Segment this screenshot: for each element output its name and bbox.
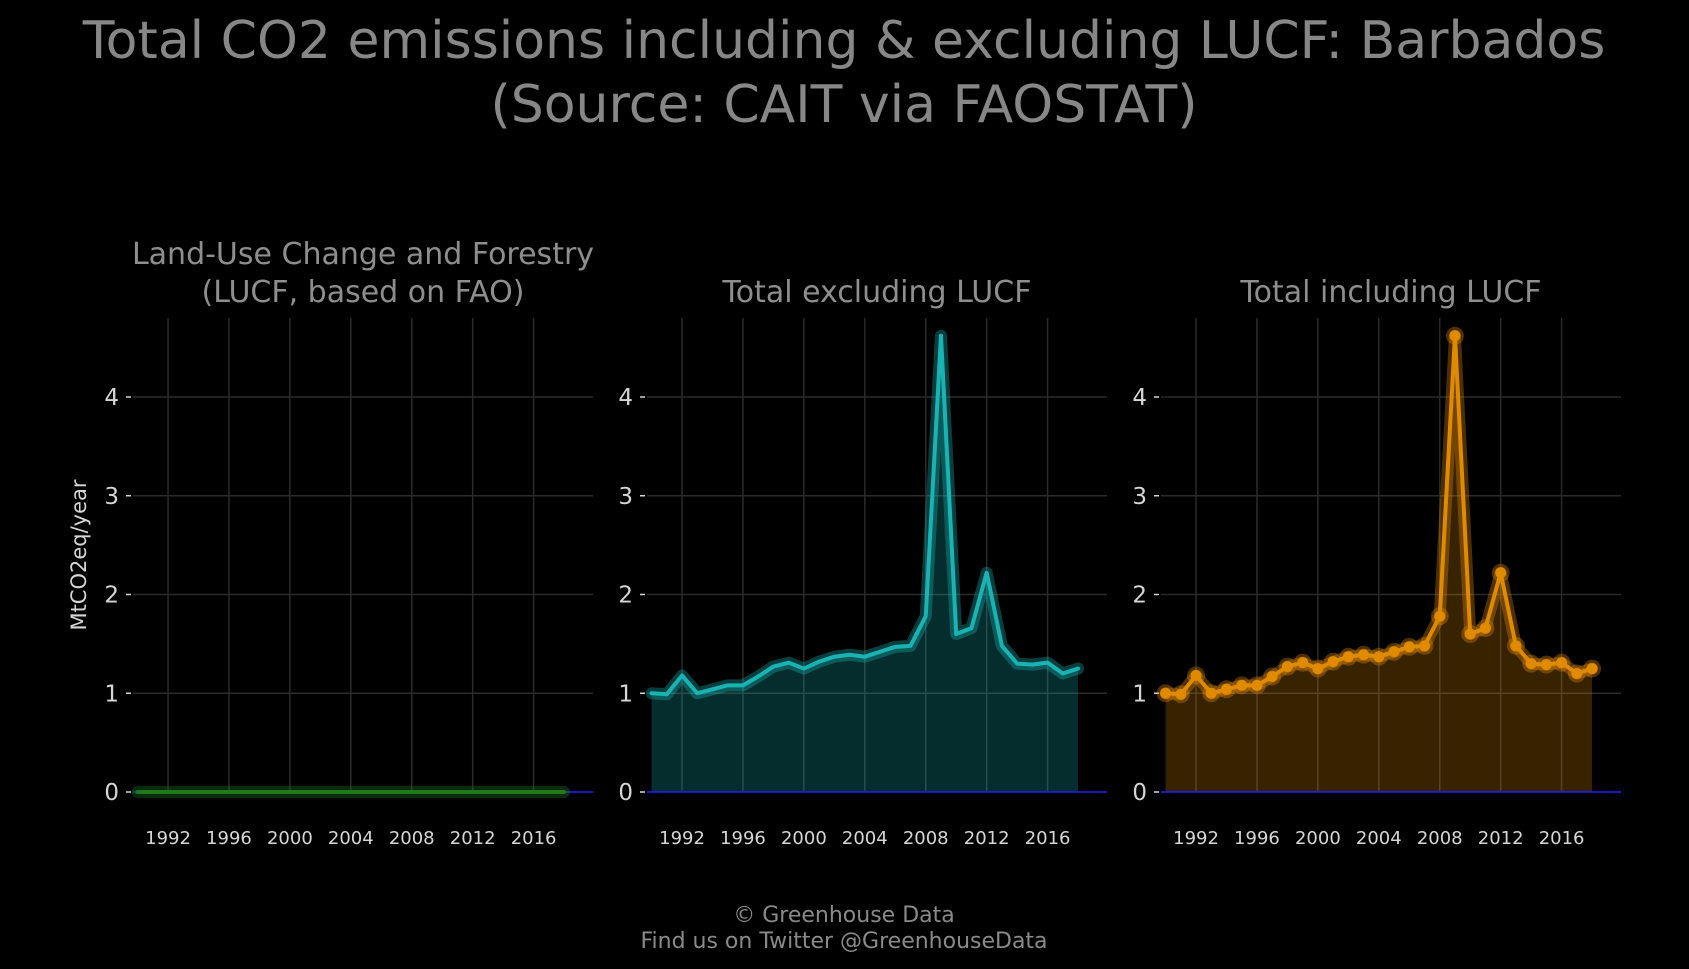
x-tick-label: 2000 xyxy=(781,828,827,849)
x-tick-label: 2000 xyxy=(267,828,313,849)
x-tick-label: 1992 xyxy=(1173,828,1219,849)
x-tick-label: 2008 xyxy=(389,828,435,849)
data-point xyxy=(1358,649,1370,661)
x-tick-label: 2004 xyxy=(842,828,888,849)
data-point xyxy=(1525,658,1537,670)
x-tick-label: 2012 xyxy=(1478,828,1524,849)
data-point xyxy=(1327,656,1339,668)
data-point xyxy=(1540,659,1552,671)
panel-title: Land-Use Change and Forestry xyxy=(132,237,594,272)
data-point xyxy=(1495,567,1507,579)
data-point xyxy=(1388,646,1400,658)
data-point xyxy=(1342,651,1354,663)
x-tick-label: 1992 xyxy=(659,828,705,849)
y-tick-label: 0 xyxy=(104,780,119,806)
x-tick-label: 2016 xyxy=(1025,828,1071,849)
data-point xyxy=(1175,688,1187,700)
x-tick-label: 2000 xyxy=(1295,828,1341,849)
y-tick-label: 1 xyxy=(1132,681,1147,707)
y-axis-label: MtCO2eq/year xyxy=(67,479,91,630)
y-tick-label: 4 xyxy=(1132,385,1147,411)
y-tick-label: 2 xyxy=(618,583,633,609)
panel-3: 1992 1996 2000 2004 2008 2012 2016 0 1 2 3 4 Total i… xyxy=(1132,275,1621,849)
data-point xyxy=(1510,640,1522,652)
x-tick-label: 2008 xyxy=(903,828,949,849)
y-tick-label: 4 xyxy=(618,385,633,411)
data-point xyxy=(1464,628,1476,640)
data-point xyxy=(1205,687,1217,699)
x-tick-label: 2016 xyxy=(511,828,557,849)
data-point xyxy=(1373,651,1385,663)
data-point xyxy=(1236,679,1248,691)
y-tick-label: 4 xyxy=(104,385,119,411)
data-point xyxy=(1434,610,1446,622)
footer-line-2: Find us on Twitter @GreenhouseData xyxy=(640,929,1047,954)
x-tick-label: 2004 xyxy=(328,828,374,849)
data-point xyxy=(1220,683,1232,695)
x-tick-label: 1996 xyxy=(206,828,252,849)
x-tick-label: 2004 xyxy=(1356,828,1402,849)
data-point xyxy=(1419,640,1431,652)
panel-title: Total including LUCF xyxy=(1239,275,1541,310)
data-point xyxy=(1479,622,1491,634)
data-point xyxy=(1251,679,1263,691)
data-point xyxy=(1571,668,1583,679)
data-point xyxy=(1586,663,1598,675)
y-tick-label: 2 xyxy=(104,583,119,609)
panel-2: 1992 1996 2000 2004 2008 2012 2016 0 1 2 3 4 Total e… xyxy=(618,275,1107,849)
y-tick-label: 0 xyxy=(618,780,633,806)
y-tick-label: 3 xyxy=(104,484,119,510)
data-point xyxy=(1403,641,1415,653)
data-point xyxy=(1190,669,1202,681)
data-point xyxy=(1297,657,1309,669)
x-tick-label: 1996 xyxy=(720,828,766,849)
data-point xyxy=(1312,663,1324,675)
x-tick-label: 2012 xyxy=(964,828,1010,849)
x-tick-label: 1992 xyxy=(145,828,191,849)
panel-1: 1992 1996 2000 2004 2008 2012 2016 0 1 2 3 4 Land-Us… xyxy=(67,237,594,849)
panel-title: (LUCF, based on FAO) xyxy=(202,275,525,310)
y-tick-label: 3 xyxy=(1132,484,1147,510)
x-tick-label: 2016 xyxy=(1539,828,1585,849)
chart-title-line-1: Total CO2 emissions including & excludin… xyxy=(82,11,1606,71)
footer-line-1: © Greenhouse Data xyxy=(733,903,954,928)
y-tick-label: 1 xyxy=(104,681,119,707)
y-tick-label: 3 xyxy=(618,484,633,510)
data-point xyxy=(1160,687,1172,699)
data-point xyxy=(1556,657,1568,669)
panels: 1992 1996 2000 2004 2008 2012 201601234Land-Us… xyxy=(67,237,1621,849)
chart-title-line-2: (Source: CAIT via FAOSTAT) xyxy=(490,75,1197,135)
series-line xyxy=(649,333,1081,697)
y-tick-label: 0 xyxy=(1132,780,1147,806)
data-point xyxy=(1281,661,1293,673)
x-tick-label: 1996 xyxy=(1234,828,1280,849)
y-tick-label: 2 xyxy=(1132,583,1147,609)
data-point xyxy=(1266,670,1278,682)
x-tick-label: 2008 xyxy=(1417,828,1463,849)
panel-title: Total excluding LUCF xyxy=(722,275,1032,310)
y-tick-label: 1 xyxy=(618,681,633,707)
data-point xyxy=(1449,330,1461,342)
x-tick-label: 2012 xyxy=(450,828,496,849)
